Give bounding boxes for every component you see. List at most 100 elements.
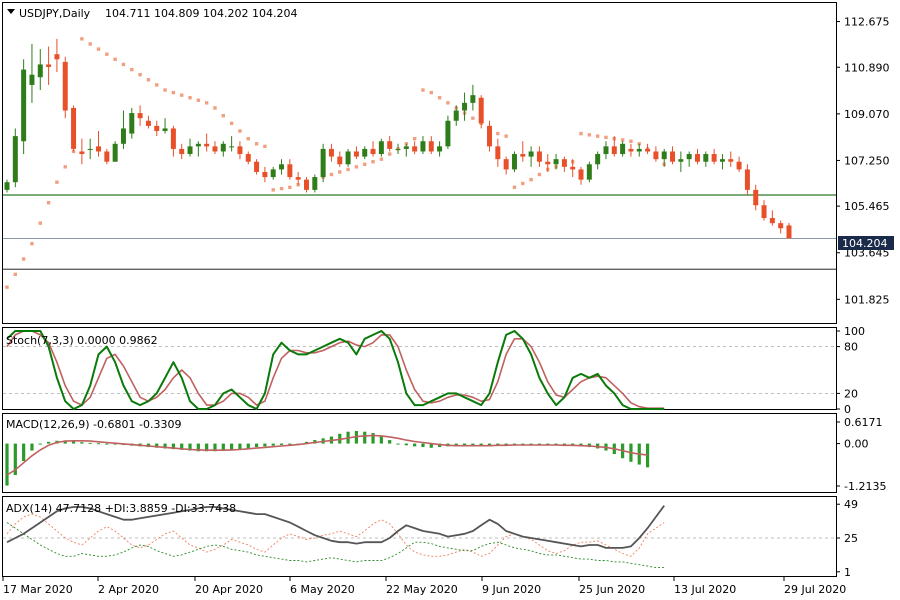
price-tick-label: 112.675 [844, 16, 890, 29]
candle-body [112, 143, 118, 162]
sar-dot [21, 257, 26, 261]
sar-dot [471, 116, 475, 120]
macd-bar [38, 443, 42, 445]
adx-tick-label: 25 [844, 532, 858, 545]
macd-bar [213, 443, 217, 452]
candle-body [353, 151, 359, 157]
candle-body [229, 146, 235, 148]
candle-body [445, 120, 451, 147]
sar-dot [155, 83, 159, 87]
candle-body [487, 125, 493, 147]
candle-body [104, 151, 110, 162]
macd-bar [429, 443, 433, 448]
x-tick-label: 17 Mar 2020 [3, 583, 73, 596]
candle-body [645, 148, 651, 152]
candle-body [670, 151, 676, 162]
candle-body [245, 154, 251, 162]
macd-bar [454, 443, 458, 446]
sar-dot [5, 285, 9, 289]
sar-dot [238, 129, 242, 133]
candle-body [170, 128, 176, 149]
candle-body [694, 154, 700, 162]
candle-body [711, 154, 717, 162]
price-tick-label: 109.070 [844, 108, 890, 121]
candle-body [46, 64, 52, 67]
macd-bar [413, 443, 417, 447]
candle-body [145, 120, 151, 126]
macd-tick-label: 0.00 [844, 438, 869, 451]
adx-tick-label: 49 [844, 498, 858, 511]
macd-bar [96, 443, 101, 445]
plus-di-line [6, 513, 665, 557]
x-tick-label: 20 Apr 2020 [195, 583, 263, 596]
macd-bar [221, 443, 225, 451]
candle-body [279, 164, 285, 170]
sar-dot [163, 88, 167, 92]
candle-body [603, 146, 609, 155]
candle-body [561, 159, 567, 167]
candle-body [154, 125, 160, 131]
sar-dot [229, 121, 234, 126]
sar-dot [113, 57, 117, 62]
x-tick-label: 2 Apr 2020 [98, 583, 159, 596]
candle-body [54, 54, 60, 60]
candle-body [403, 146, 409, 149]
candle-body [37, 64, 43, 78]
candle-body [753, 189, 759, 206]
candle-body [412, 146, 418, 152]
sar-dot [379, 157, 384, 161]
sar-dot [254, 142, 259, 146]
macd-bar [63, 440, 67, 444]
sar-dot [55, 180, 59, 184]
sar-dot [246, 136, 250, 141]
sar-dot [363, 162, 367, 166]
macd-bar [13, 443, 17, 476]
dropdown-triangle-icon[interactable] [7, 9, 15, 14]
sar-dot [105, 52, 109, 56]
sar-dot [279, 186, 284, 191]
sar-dot [446, 101, 450, 105]
sar-dot [595, 134, 600, 138]
candle-body [503, 159, 509, 170]
candle-body [719, 159, 725, 162]
sar-dot [180, 93, 184, 97]
sar-dot [387, 152, 392, 156]
sar-dot [204, 101, 209, 105]
macd-bar [113, 443, 117, 445]
candle-body [520, 154, 526, 157]
candle-body [728, 159, 734, 162]
stoch-panel-frame [2, 327, 837, 410]
chart-ohlc: 104.711 104.809 104.202 104.204 [105, 7, 297, 20]
candle-body [437, 146, 443, 152]
candle-body [378, 141, 384, 155]
sar-dot [429, 90, 433, 95]
sar-dot [329, 172, 334, 177]
sar-dot [371, 160, 375, 164]
sar-dot [121, 62, 126, 67]
candle-body [62, 61, 68, 111]
macd-bar [379, 436, 383, 444]
sar-dot [537, 172, 542, 177]
sar-dot [63, 165, 67, 169]
price-tick-label: 101.825 [844, 293, 890, 306]
candle-body [778, 223, 784, 229]
x-tick-label: 13 Jul 2020 [674, 583, 736, 596]
sar-dot [221, 113, 225, 118]
macd-plot [5, 430, 650, 486]
stoch-main-line [6, 330, 665, 410]
sar-dot [604, 135, 608, 140]
macd-bar [421, 443, 425, 448]
candle-body [620, 143, 626, 155]
macd-bar [88, 442, 92, 444]
stoch-tick-label: 80 [844, 341, 858, 354]
candle-body [129, 113, 135, 134]
sar-dot [196, 98, 201, 102]
macd-bar [180, 443, 184, 450]
stoch-plot [3, 330, 836, 410]
candle-body [137, 113, 143, 119]
candle-body [312, 177, 318, 190]
macd-bar [163, 443, 167, 449]
macd-bar [496, 443, 500, 445]
macd-tick-label: -1.2135 [844, 480, 886, 493]
price-plot [3, 37, 836, 289]
